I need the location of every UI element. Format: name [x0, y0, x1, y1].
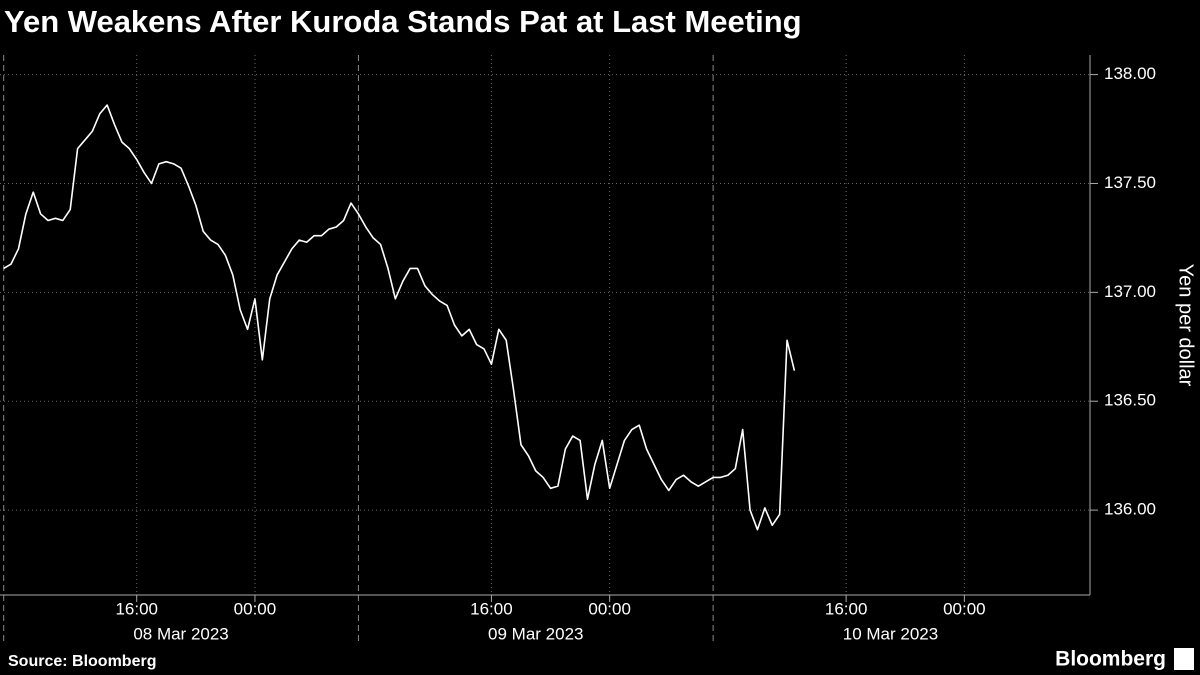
- day-label: 10 Mar 2023: [843, 624, 938, 643]
- x-tick-label: 16:00: [115, 599, 158, 618]
- x-tick-label: 16:00: [470, 599, 513, 618]
- y-tick-label: 137.50: [1104, 173, 1156, 192]
- x-tick-label: 00:00: [943, 599, 986, 618]
- logo-icon: [1174, 648, 1194, 670]
- y-tick-label: 136.50: [1104, 391, 1156, 410]
- y-axis-label: Yen per dollar: [1175, 264, 1197, 387]
- y-tick-label: 136.00: [1104, 500, 1156, 519]
- source-note: Source: Bloomberg: [8, 653, 156, 670]
- x-tick-label: 00:00: [234, 599, 277, 618]
- day-label: 09 Mar 2023: [488, 624, 583, 643]
- day-label: 08 Mar 2023: [133, 624, 228, 643]
- y-tick-label: 138.00: [1104, 64, 1156, 83]
- price-line: [3, 104, 796, 531]
- y-tick-label: 137.00: [1104, 282, 1156, 301]
- x-tick-label: 00:00: [588, 599, 631, 618]
- logo-text: Bloomberg: [1055, 648, 1166, 671]
- x-tick-label: 16:00: [825, 599, 868, 618]
- chart-title: Yen Weakens After Kuroda Stands Pat at L…: [4, 4, 802, 39]
